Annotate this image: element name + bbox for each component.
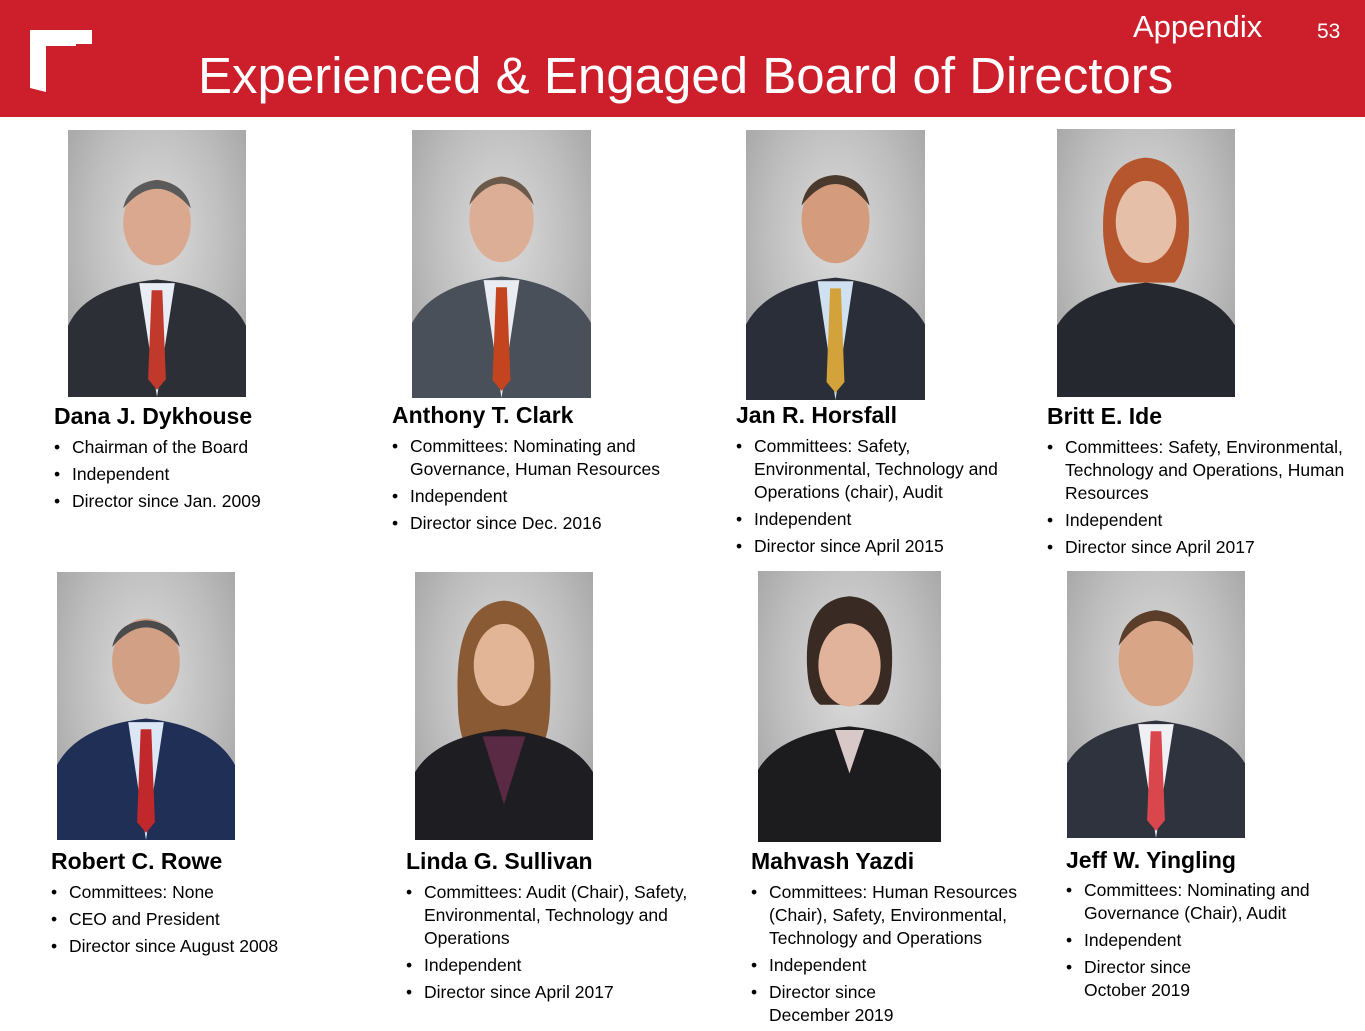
list-item: Independent <box>54 463 354 486</box>
director-name: Robert C. Rowe <box>51 848 223 874</box>
section-label: Appendix <box>1133 9 1263 44</box>
list-item: Independent <box>751 954 1051 977</box>
list-item: Director since April 2015 <box>736 535 1026 558</box>
director-details-list: Committees: Safety, Environmental, Techn… <box>736 435 1026 562</box>
list-item: Committees: Safety, Environmental, Techn… <box>1047 436 1347 505</box>
list-item: Chairman of the Board <box>54 436 354 459</box>
director-details-list: Committees: Human Resources (Chair), Saf… <box>751 881 1051 1031</box>
list-item: Independent <box>1047 509 1347 532</box>
director-photo-ide <box>1057 129 1235 397</box>
director-details-list: Committees: Nominating and Governance, H… <box>392 435 702 539</box>
director-photo-rowe <box>57 572 235 840</box>
company-logo-icon <box>30 30 92 92</box>
list-item: Committees: Safety, Environmental, Techn… <box>736 435 1026 504</box>
list-item: Director since April 2017 <box>1047 536 1347 559</box>
list-item: Director since Jan. 2009 <box>54 490 354 513</box>
director-photo-sullivan <box>415 572 593 840</box>
director-name: Mahvash Yazdi <box>751 848 915 874</box>
header-bar: Appendix 53 Experienced & Engaged Board … <box>0 0 1365 117</box>
list-item: Committees: Human Resources (Chair), Saf… <box>751 881 1051 950</box>
director-photo-horsfall <box>746 130 925 400</box>
page-number: 53 <box>1317 20 1341 43</box>
list-item: Director since December 2019 <box>751 981 909 1027</box>
director-details-list: Committees: None CEO and President Direc… <box>51 881 351 962</box>
director-photo-yazdi <box>758 571 941 842</box>
director-name: Jeff W. Yingling <box>1066 847 1236 873</box>
director-name: Dana J. Dykhouse <box>54 403 253 429</box>
list-item: Director since August 2008 <box>51 935 351 958</box>
page-title: Experienced & Engaged Board of Directors <box>198 47 1174 104</box>
list-item: CEO and President <box>51 908 351 931</box>
director-details-list: Committees: Nominating and Governance (C… <box>1066 879 1326 1006</box>
list-item: Committees: Nominating and Governance (C… <box>1066 879 1326 925</box>
director-name: Britt E. Ide <box>1047 403 1163 429</box>
director-details-list: Chairman of the Board Independent Direct… <box>54 436 354 517</box>
director-photo-dykhouse <box>68 130 246 397</box>
list-item: Independent <box>736 508 1026 531</box>
list-item: Independent <box>392 485 702 508</box>
list-item: Committees: Audit (Chair), Safety, Envir… <box>406 881 726 950</box>
director-name: Jan R. Horsfall <box>736 402 898 428</box>
list-item: Committees: None <box>51 881 351 904</box>
director-details-list: Committees: Safety, Environmental, Techn… <box>1047 436 1347 563</box>
list-item: Independent <box>1066 929 1326 952</box>
list-item: Director since April 2017 <box>406 981 726 1004</box>
director-name: Linda G. Sullivan <box>406 848 593 874</box>
list-item: Independent <box>406 954 726 977</box>
list-item: Committees: Nominating and Governance, H… <box>392 435 702 481</box>
list-item: Director since October 2019 <box>1066 956 1214 1002</box>
director-photo-clark <box>412 130 591 398</box>
director-details-list: Committees: Audit (Chair), Safety, Envir… <box>406 881 726 1008</box>
director-photo-yingling <box>1067 571 1245 838</box>
director-name: Anthony T. Clark <box>392 402 574 428</box>
list-item: Director since Dec. 2016 <box>392 512 702 535</box>
